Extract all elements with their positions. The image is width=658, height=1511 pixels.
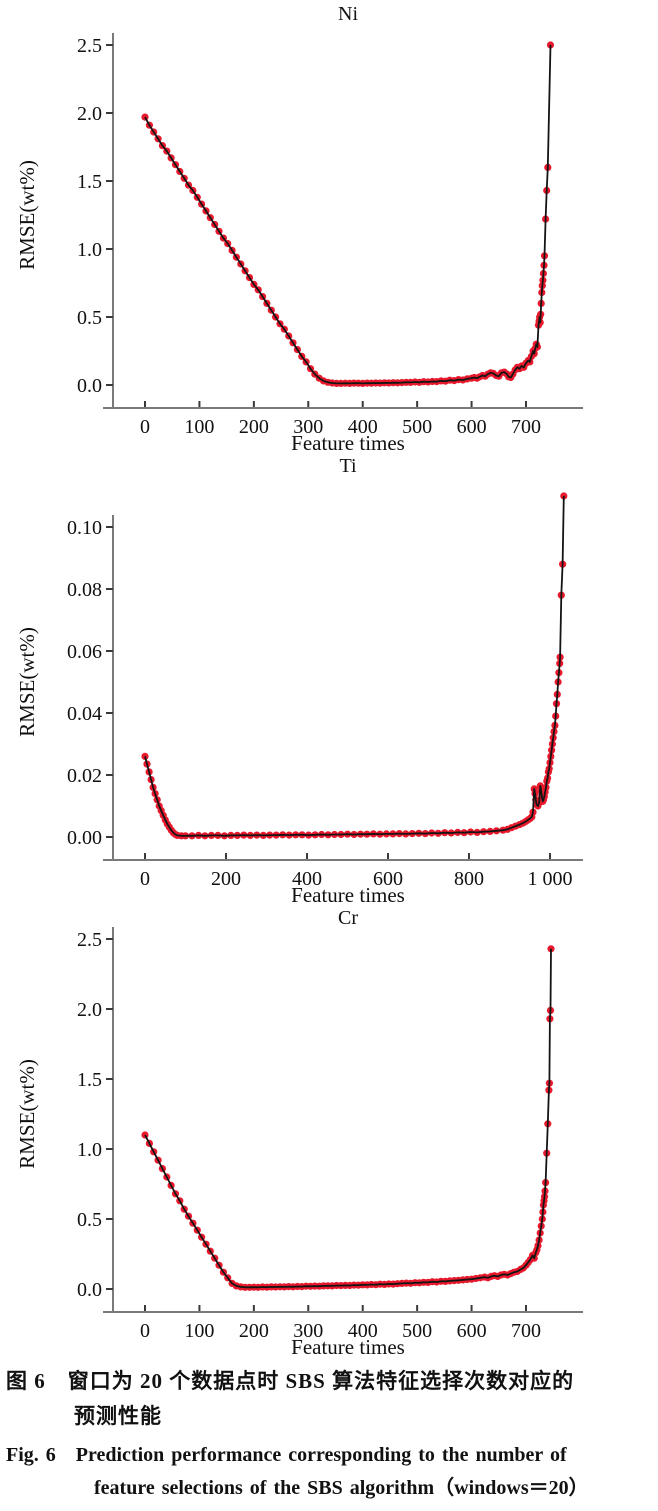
y-tick-label: 0.04 [67, 703, 102, 725]
x-tick-label: 400 [292, 868, 322, 890]
caption-en-line2: feature selections of the SBS algorithm（… [94, 1476, 589, 1499]
x-tick-label: 200 [239, 1320, 269, 1342]
y-axis-label: RMSE(wt%) [15, 160, 39, 270]
chart-title: Cr [338, 907, 358, 929]
caption-cn-line2: 预测性能 [74, 1404, 162, 1429]
x-tick-label: 0 [140, 1320, 150, 1342]
y-tick-label: 2.0 [77, 103, 102, 125]
y-tick-label: 1.5 [77, 171, 102, 193]
y-tick-label: 1.0 [77, 1139, 102, 1161]
x-tick-label: 100 [184, 1320, 214, 1342]
caption-en-line1: Fig. 6 Prediction performance correspond… [6, 1443, 567, 1466]
data-series [141, 492, 568, 840]
x-axis-label: Feature times [291, 883, 405, 904]
data-point [560, 492, 568, 500]
x-tick-label: 200 [211, 868, 241, 890]
x-tick-label: 800 [454, 868, 484, 890]
x-tick-label: 0 [140, 416, 150, 438]
x-tick-label: 300 [293, 416, 323, 438]
chart-title: Ti [339, 455, 357, 477]
y-tick-label: 0.08 [67, 579, 102, 601]
x-tick-label: 600 [373, 868, 403, 890]
y-axis-label: RMSE(wt%) [15, 627, 39, 737]
x-tick-label: 400 [348, 416, 378, 438]
caption-cn-line1: 图 6 窗口为 20 个数据点时 SBS 算法特征选择次数对应的 [6, 1369, 575, 1393]
x-tick-label: 1 000 [528, 868, 573, 890]
y-tick-label: 2.5 [77, 929, 102, 951]
data-series [141, 945, 555, 1291]
x-tick-label: 500 [402, 1320, 432, 1342]
x-axis-label: Feature times [291, 431, 405, 452]
chart-title: Ni [338, 3, 358, 25]
x-axis-label: Feature times [291, 1335, 405, 1356]
data-series [141, 41, 555, 387]
y-tick-label: 0.02 [67, 765, 102, 787]
figure-caption: 图 6 窗口为 20 个数据点时 SBS 算法特征选择次数对应的 预测性能 Fi… [0, 1356, 658, 1511]
y-tick-label: 0.0 [77, 375, 102, 397]
x-tick-label: 200 [239, 416, 269, 438]
chart-cr: 0.0 0.5 1.0 1.5 2.0 2.5 0 100 200 300 400 500 600 700… [0, 904, 658, 1356]
data-line [144, 948, 552, 1289]
x-tick-label: 300 [293, 1320, 323, 1342]
y-axis-label: RMSE(wt%) [15, 1059, 39, 1169]
x-tick-label: 100 [184, 416, 214, 438]
y-tick-label: 1.0 [77, 239, 102, 261]
y-tick-label: 1.5 [77, 1069, 102, 1091]
data-line [144, 44, 552, 385]
chart-svg-ti: 0.00 0.02 0.04 0.06 0.08 0.10 0 200 400 600 800 1 0… [15, 455, 583, 904]
chart-svg-cr: 0.0 0.5 1.0 1.5 2.0 2.5 0 100 200 300 400 500 600 700… [15, 907, 583, 1356]
chart-svg-ni: 0.0 0.5 1.0 1.5 2.0 2.5 0 100 200 300 400 500 600 700… [15, 3, 583, 452]
x-tick-label: 500 [402, 416, 432, 438]
chart-ti: 0.00 0.02 0.04 0.06 0.08 0.10 0 200 400 600 800 1 0… [0, 452, 658, 904]
y-tick-label: 0.5 [77, 1209, 102, 1231]
y-tick-label: 0.00 [67, 827, 102, 849]
x-tick-label: 400 [348, 1320, 378, 1342]
x-tick-label: 0 [140, 868, 150, 890]
y-tick-label: 0.5 [77, 307, 102, 329]
x-tick-label: 700 [511, 416, 541, 438]
x-tick-label: 600 [457, 1320, 487, 1342]
y-tick-label: 0.10 [67, 517, 102, 539]
y-tick-label: 2.5 [77, 35, 102, 57]
y-tick-label: 0.0 [77, 1279, 102, 1301]
data-line [144, 495, 565, 837]
x-tick-label: 600 [457, 416, 487, 438]
x-tick-label: 700 [511, 1320, 541, 1342]
chart-ni: 0.0 0.5 1.0 1.5 2.0 2.5 0 100 200 300 400 500 600 700… [0, 0, 658, 452]
y-tick-label: 2.0 [77, 999, 102, 1021]
y-tick-label: 0.06 [67, 641, 102, 663]
